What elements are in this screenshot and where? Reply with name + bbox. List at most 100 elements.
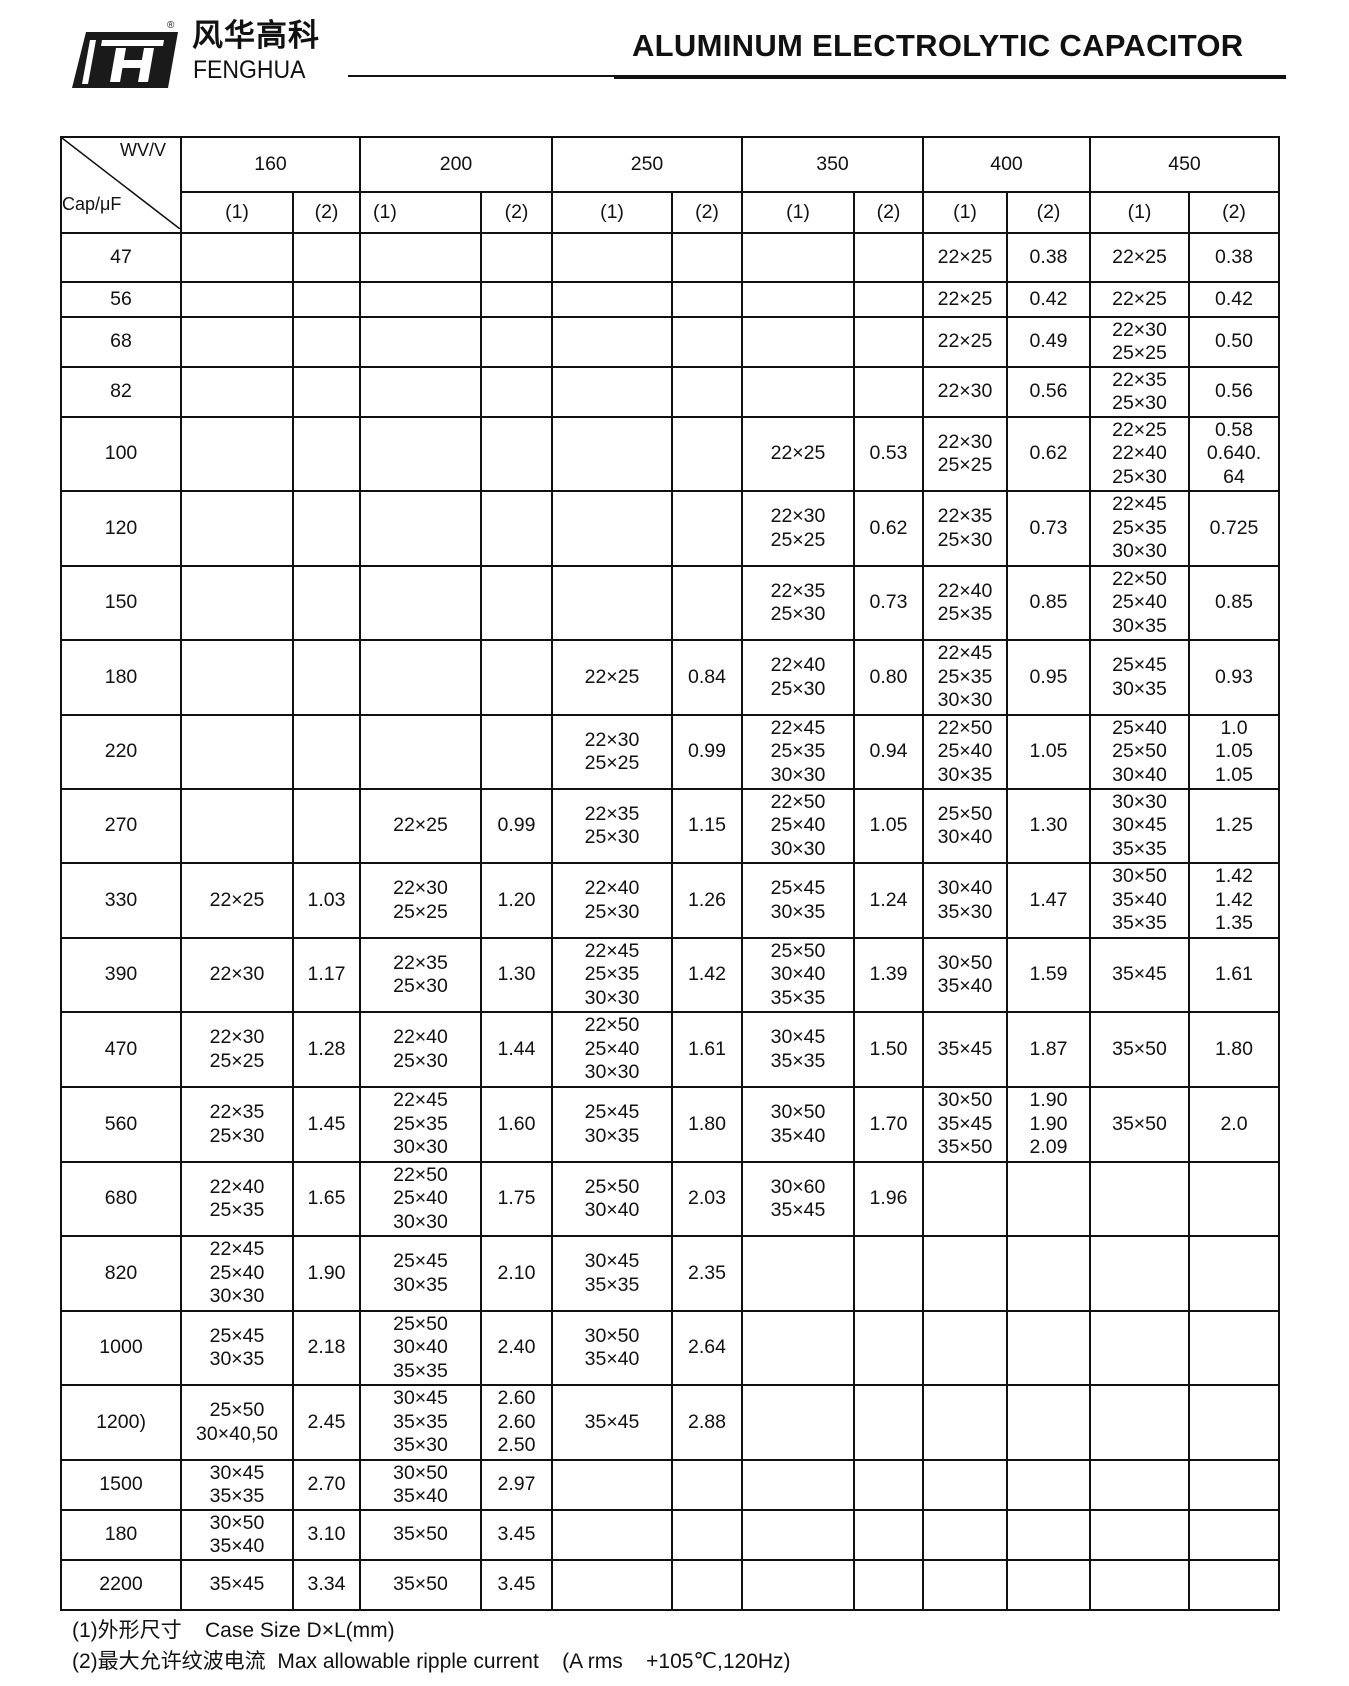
- ripple-current-cell: 1.90 1.90 2.09: [1006, 1086, 1091, 1163]
- capacitance-cell: 1500: [60, 1459, 182, 1511]
- voltage-header-250: 250: [551, 136, 743, 193]
- ripple-current-cell: 1.44: [480, 1011, 553, 1088]
- ripple-current-cell: 0.73: [853, 565, 924, 641]
- brand-name-english: FENGHUA: [193, 56, 306, 84]
- capacitance-cell: 560: [60, 1086, 182, 1163]
- case-size-header: (1): [741, 190, 855, 235]
- ripple-current-cell: [853, 1459, 924, 1511]
- case-size-cell: 22×40 25×35: [180, 1161, 294, 1237]
- case-size-cell: [1089, 1559, 1190, 1611]
- case-size-cell: [551, 366, 673, 418]
- ripple-current-cell: 2.0: [1188, 1086, 1280, 1163]
- case-size-cell: 22×25: [359, 788, 482, 864]
- ripple-current-cell: [671, 1559, 743, 1611]
- case-size-cell: [741, 232, 855, 283]
- case-size-cell: 25×45 30×35: [741, 862, 855, 939]
- ripple-current-cell: [480, 714, 553, 790]
- table-row: 330 22×25 1.03 22×30 25×25 1.20 22×40 25×30 1.…: [60, 862, 1280, 939]
- ripple-current-cell: 2.03: [671, 1161, 743, 1237]
- ripple-current-cell: 0.62: [853, 490, 924, 567]
- ripple-current-cell: [292, 416, 361, 492]
- ripple-current-cell: 2.64: [671, 1310, 743, 1386]
- ripple-current-cell: [1006, 1384, 1091, 1461]
- table-row: 100 22×25 0.53 22×30 25×25 0.62 22×25 22×40 2…: [60, 416, 1280, 492]
- case-size-cell: [1089, 1459, 1190, 1511]
- case-size-cell: 22×45 25×35 30×30: [1089, 490, 1190, 567]
- case-size-cell: 22×35 25×30: [359, 937, 482, 1013]
- ripple-current-cell: 1.05: [1006, 714, 1091, 790]
- ripple-current-cell: 0.56: [1188, 366, 1280, 418]
- ripple-current-cell: 1.25: [1188, 788, 1280, 864]
- case-size-header: (1): [180, 190, 294, 235]
- case-size-cell: [180, 281, 294, 318]
- ripple-current-cell: 0.80: [853, 639, 924, 716]
- table-row: 220 22×30 25×25 0.99 22×45 25×35 30×30 0.94 2…: [60, 714, 1280, 790]
- ripple-current-header: (2): [671, 190, 743, 235]
- capacitance-cell: 330: [60, 862, 182, 939]
- case-size-cell: 25×50 30×40: [922, 788, 1008, 864]
- ripple-current-cell: 2.35: [671, 1235, 743, 1312]
- case-size-cell: 22×25: [180, 862, 294, 939]
- ripple-current-cell: [671, 232, 743, 283]
- case-size-cell: [180, 416, 294, 492]
- table-row: 1200) 25×50 30×40,50 2.45 30×45 35×35 35×30…: [60, 1384, 1280, 1461]
- capacitance-axis-label: Cap/μF: [62, 194, 122, 214]
- table-row: 820 22×45 25×40 30×30 1.90 25×45 30×35 2.10 3…: [60, 1235, 1280, 1312]
- ripple-current-cell: [671, 316, 743, 368]
- case-size-header: (1): [922, 190, 1008, 235]
- ripple-current-cell: 3.34: [292, 1559, 361, 1611]
- capacitance-cell: 2200: [60, 1559, 182, 1611]
- case-size-cell: [741, 1384, 855, 1461]
- voltage-header-200: 200: [359, 136, 553, 193]
- ripple-current-cell: [1188, 1310, 1280, 1386]
- ripple-current-cell: 2.70: [292, 1459, 361, 1511]
- ripple-current-cell: [853, 316, 924, 368]
- case-size-cell: 25×45 30×35: [1089, 639, 1190, 716]
- case-size-cell: [180, 316, 294, 368]
- case-size-cell: [741, 1459, 855, 1511]
- ripple-current-cell: 0.58 0.640. 64: [1188, 416, 1280, 492]
- case-size-cell: 35×45: [551, 1384, 673, 1461]
- ripple-current-cell: [1188, 1509, 1280, 1561]
- ripple-current-cell: 0.38: [1188, 232, 1280, 283]
- case-size-cell: [359, 639, 482, 716]
- case-size-cell: 22×50 25×40 30×35: [922, 714, 1008, 790]
- voltage-header-400: 400: [922, 136, 1091, 193]
- ripple-current-cell: [853, 1384, 924, 1461]
- ripple-current-cell: 2.97: [480, 1459, 553, 1511]
- ripple-current-cell: 1.42 1.42 1.35: [1188, 862, 1280, 939]
- capacitance-cell: 47: [60, 232, 182, 283]
- note-case-size: (1)外形尺寸 Case Size D×L(mm): [72, 1619, 395, 1642]
- case-size-cell: 22×30 25×25: [359, 862, 482, 939]
- ripple-current-cell: 2.18: [292, 1310, 361, 1386]
- ripple-current-cell: 2.45: [292, 1384, 361, 1461]
- ripple-current-cell: [292, 490, 361, 567]
- case-size-cell: 22×45 25×35 30×30: [922, 639, 1008, 716]
- ripple-current-cell: [671, 490, 743, 567]
- case-size-cell: [551, 281, 673, 318]
- capacitance-cell: 68: [60, 316, 182, 368]
- ripple-current-cell: [1188, 1459, 1280, 1511]
- capacitance-cell: 390: [60, 937, 182, 1013]
- case-size-cell: 35×50: [1089, 1011, 1190, 1088]
- case-size-cell: 25×50 30×40 35×35: [741, 937, 855, 1013]
- case-size-cell: [741, 281, 855, 318]
- ripple-current-cell: 2.10: [480, 1235, 553, 1312]
- case-size-cell: 22×25: [551, 639, 673, 716]
- ripple-current-cell: [671, 366, 743, 418]
- ripple-current-cell: 0.42: [1006, 281, 1091, 318]
- content-area: WV/V Cap/μF 160 200 250 350 400 450 (1) (2) (1)…: [60, 136, 1280, 1677]
- case-size-cell: [551, 1559, 673, 1611]
- case-size-cell: 30×50 35×40: [922, 937, 1008, 1013]
- case-size-cell: 22×50 25×40 30×35: [1089, 565, 1190, 641]
- case-size-cell: 22×50 25×40 30×30: [551, 1011, 673, 1088]
- case-size-cell: 22×25: [922, 281, 1008, 318]
- table-row: 150 22×35 25×30 0.73 22×40 25×35 0.85 22×50 2…: [60, 565, 1280, 641]
- ripple-current-cell: [1006, 1459, 1091, 1511]
- ripple-current-cell: 1.15: [671, 788, 743, 864]
- case-size-cell: 22×35 25×30: [741, 565, 855, 641]
- case-size-cell: [180, 788, 294, 864]
- ripple-current-cell: [853, 1509, 924, 1561]
- case-size-cell: 22×45 25×35 30×30: [741, 714, 855, 790]
- ripple-current-cell: 0.73: [1006, 490, 1091, 567]
